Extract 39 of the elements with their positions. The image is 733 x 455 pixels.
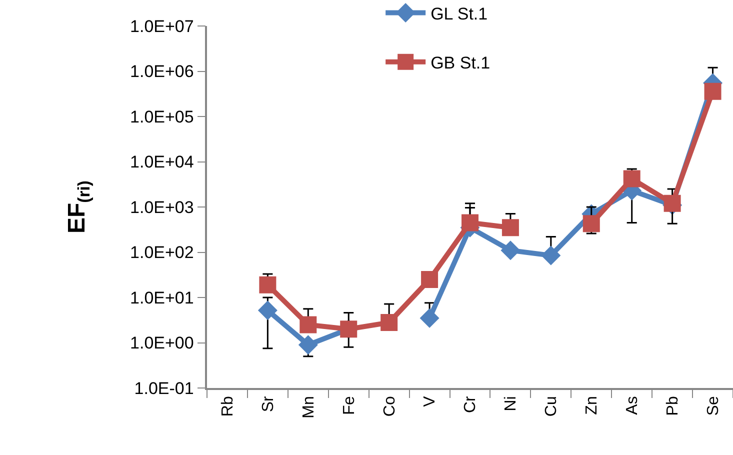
point: [259, 276, 276, 294]
point: [502, 219, 519, 236]
legend-label: GB St.1: [430, 54, 490, 73]
x-tick-label: Co: [381, 396, 398, 417]
point: [664, 194, 681, 212]
point: [623, 170, 640, 188]
y-tick-label: 1.0E+01: [130, 288, 194, 308]
point: [300, 316, 317, 334]
point: [500, 240, 520, 260]
x-tick-label: Rb: [219, 396, 236, 417]
y-tick-label: 1.0E+00: [130, 334, 194, 353]
y-tick-label: 1.0E+07: [130, 16, 194, 36]
x-tick-label: Mn: [300, 396, 318, 418]
x-tick-label: As: [624, 396, 642, 415]
y-tick-label: 1.0E+04: [130, 152, 194, 172]
point: [420, 308, 440, 328]
point: [704, 82, 722, 100]
x-tick-label: Pb: [664, 396, 682, 416]
point: [462, 214, 478, 232]
y-tick-label: 1.0E+05: [130, 107, 194, 126]
x-tick-label: Cr: [462, 395, 480, 414]
y-tick-label: 1.0E+03: [130, 198, 194, 217]
point: [258, 300, 278, 320]
point: [421, 270, 438, 288]
x-tick-label: Cu: [543, 396, 560, 417]
x-tick-label: Ni: [502, 396, 520, 412]
y-tick-label: 1.0E+06: [130, 62, 194, 82]
x-tick-label: V: [422, 396, 439, 407]
x-tick-label: Sr: [260, 395, 277, 412]
point: [380, 314, 398, 332]
point: [541, 246, 561, 266]
y-tick-label: 1.0E-01: [134, 378, 194, 398]
x-tick-label: Se: [704, 396, 722, 416]
y-tick-label: 1.0E+02: [130, 243, 194, 262]
point: [582, 215, 600, 232]
x-tick-label: Fe: [340, 396, 358, 415]
x-tick-label: Zn: [584, 396, 601, 415]
point: [298, 335, 318, 355]
legend-label: GL St.1: [430, 4, 488, 24]
